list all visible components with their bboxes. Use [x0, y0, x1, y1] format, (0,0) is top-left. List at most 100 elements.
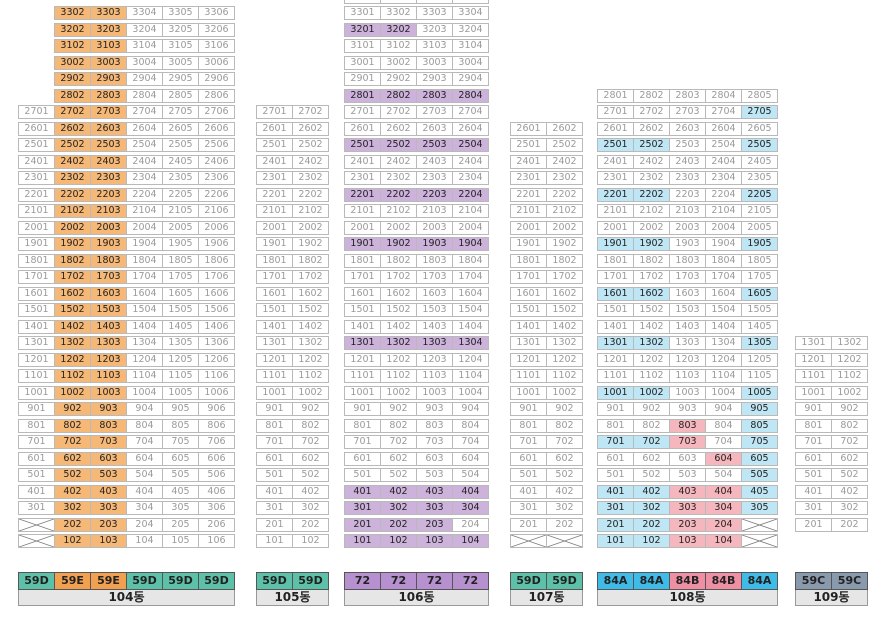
unit-cell: 1202 [54, 352, 91, 367]
unit-cell: 2301 [344, 171, 381, 185]
unit-cell: 2306 [198, 171, 235, 185]
unit-cell: 602 [831, 451, 868, 466]
unit-cell: 2602 [546, 121, 583, 136]
building-name: 105동 [256, 590, 329, 606]
unit-cell: 305 [162, 501, 199, 515]
unit-cell: 701 [18, 435, 55, 449]
unit-cell: 901 [597, 402, 634, 416]
unit-cell: 2703 [669, 105, 706, 119]
unit-cell: 502 [633, 468, 670, 482]
building-name: 108동 [597, 590, 778, 606]
unit-cell: 1802 [292, 253, 329, 268]
unit-cell: 2401 [510, 154, 547, 169]
unit-cell: 302 [633, 501, 670, 515]
unit-cell: 1502 [633, 303, 670, 317]
unit-cell: 1301 [256, 336, 293, 350]
unit-cell: 902 [380, 402, 417, 416]
unit-cell: 2604 [126, 121, 163, 136]
unit-cell: 2704 [126, 105, 163, 119]
unit-cell: 1102 [633, 369, 670, 383]
unit-cell: 2804 [452, 88, 489, 103]
unit-cell: 302 [380, 501, 417, 515]
unit-cell: 1701 [256, 270, 293, 284]
unit-cell: 2204 [705, 187, 742, 202]
unit-cell: 3201 [344, 22, 381, 37]
unit-cell: 604 [126, 451, 163, 466]
unit-cell: 601 [795, 451, 832, 466]
unit-cell: 2505 [162, 138, 199, 152]
unit-cell: 2504 [452, 138, 489, 152]
unit-cell: 2601 [344, 121, 381, 136]
unit-cell: 1702 [633, 270, 670, 284]
unit-cell: 3102 [54, 39, 91, 53]
unit-cell: 103 [90, 534, 127, 548]
unit-cell: 805 [741, 418, 778, 433]
unit-cell: 1403 [416, 319, 453, 334]
empty-unit-cross [741, 517, 778, 532]
unit-cell: 1904 [452, 237, 489, 251]
unit-cell: 2802 [54, 88, 91, 103]
unit-cell: 1704 [126, 270, 163, 284]
empty-unit-cross [18, 534, 55, 548]
unit-cell: 2103 [90, 204, 127, 218]
unit-cell: 1203 [669, 352, 706, 367]
unit-cell: 3002 [54, 55, 91, 70]
unit-cell: 2604 [452, 121, 489, 136]
unit-cell: 2001 [510, 220, 547, 235]
unit-cell: 3006 [198, 55, 235, 70]
unit-cell: 2201 [510, 187, 547, 202]
unit-cell: 1702 [546, 270, 583, 284]
unit-cell: 2906 [198, 72, 235, 86]
unit-cell: 905 [741, 402, 778, 416]
unit-cell: 1902 [54, 237, 91, 251]
unit-cell: 902 [54, 402, 91, 416]
unit-cell: 403 [669, 484, 706, 499]
unit-cell: 1002 [292, 385, 329, 400]
unit-cell: 602 [546, 451, 583, 466]
unit-cell: 1703 [90, 270, 127, 284]
unit-cell: 2803 [416, 88, 453, 103]
unit-cell: 1503 [669, 303, 706, 317]
unit-cell: 903 [669, 402, 706, 416]
unit-cell: 1403 [90, 319, 127, 334]
unit-cell: 301 [18, 501, 55, 515]
unit-cell: 1806 [198, 253, 235, 268]
unit-cell: 2201 [597, 187, 634, 202]
unit-cell: 202 [546, 517, 583, 532]
unit-cell: 2202 [54, 187, 91, 202]
unit-cell: 604 [452, 451, 489, 466]
unit-cell: 2804 [705, 88, 742, 103]
unit-cell: 2501 [344, 138, 381, 152]
unit-cell: 1102 [380, 369, 417, 383]
unit-cell: 1004 [126, 385, 163, 400]
unit-cell: 301 [510, 501, 547, 515]
unit-cell: 603 [416, 451, 453, 466]
unit-cell: 2503 [416, 138, 453, 152]
unit-cell: 2101 [256, 204, 293, 218]
unit-cell: 1504 [705, 303, 742, 317]
unit-cell: 2801 [597, 88, 634, 103]
unit-cell: 605 [741, 451, 778, 466]
unit-cell: 1404 [705, 319, 742, 334]
unit-cell: 701 [795, 435, 832, 449]
unit-cell: 1104 [705, 369, 742, 383]
unit-cell: 904 [126, 402, 163, 416]
unit-cell: 203 [90, 517, 127, 532]
unit-cell: 304 [126, 501, 163, 515]
unit-cell: 2603 [669, 121, 706, 136]
unit-cell: 505 [162, 468, 199, 482]
unit-cell: 2303 [90, 171, 127, 185]
unit-cell: 2802 [633, 88, 670, 103]
unit-cell: 303 [669, 501, 706, 515]
unit-cell: 803 [669, 418, 706, 433]
unit-cell: 1002 [633, 385, 670, 400]
unit-type-label: 59D [162, 572, 199, 590]
unit-cell: 2302 [633, 171, 670, 185]
unit-cell: 501 [597, 468, 634, 482]
unit-cell: 2006 [198, 220, 235, 235]
unit-cell: 1505 [741, 303, 778, 317]
unit-cell: 1003 [90, 385, 127, 400]
unit-cell: 2105 [741, 204, 778, 218]
unit-cell: 902 [292, 402, 329, 416]
unit-cell: 2101 [597, 204, 634, 218]
